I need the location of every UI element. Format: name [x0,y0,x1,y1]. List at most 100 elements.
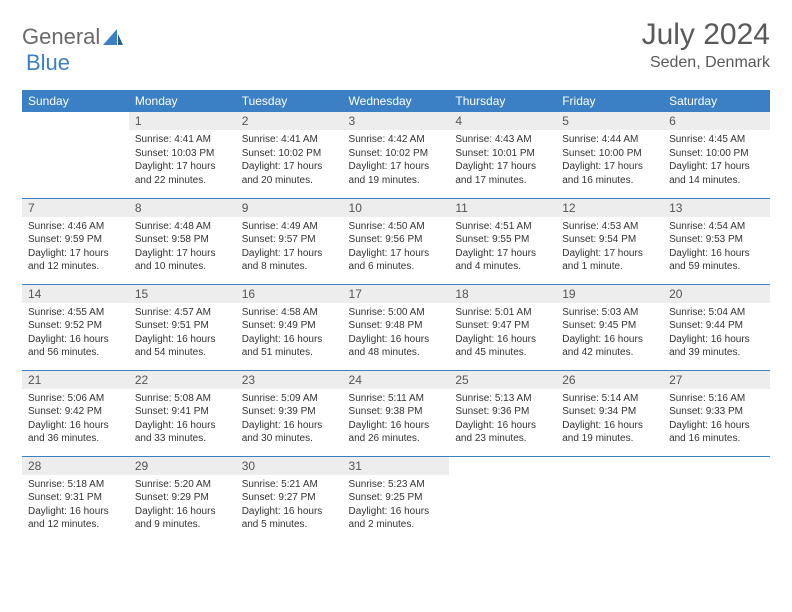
sunrise-text: Sunrise: 4:43 AM [455,133,550,147]
day-number: 4 [449,112,556,130]
daylight-text: Daylight: 17 hours and 10 minutes. [135,247,230,274]
day-cell: 27Sunrise: 5:16 AMSunset: 9:33 PMDayligh… [663,370,770,456]
sunset-text: Sunset: 9:45 PM [562,319,657,333]
week-row: 1Sunrise: 4:41 AMSunset: 10:03 PMDayligh… [22,112,770,198]
sunrise-text: Sunrise: 4:55 AM [28,306,123,320]
day-cell: 7Sunrise: 4:46 AMSunset: 9:59 PMDaylight… [22,198,129,284]
sunset-text: Sunset: 9:27 PM [242,491,337,505]
sunrise-text: Sunrise: 4:41 AM [242,133,337,147]
day-content: Sunrise: 4:55 AMSunset: 9:52 PMDaylight:… [22,303,129,364]
sunrise-text: Sunrise: 5:08 AM [135,392,230,406]
day-cell [556,456,663,542]
day-cell: 16Sunrise: 4:58 AMSunset: 9:49 PMDayligh… [236,284,343,370]
day-content: Sunrise: 5:18 AMSunset: 9:31 PMDaylight:… [22,475,129,536]
daylight-text: Daylight: 17 hours and 16 minutes. [562,160,657,187]
day-number: 11 [449,199,556,217]
sunrise-text: Sunrise: 4:48 AM [135,220,230,234]
daylight-text: Daylight: 16 hours and 2 minutes. [349,505,444,532]
day-content: Sunrise: 4:57 AMSunset: 9:51 PMDaylight:… [129,303,236,364]
daylight-text: Daylight: 16 hours and 48 minutes. [349,333,444,360]
day-content: Sunrise: 5:01 AMSunset: 9:47 PMDaylight:… [449,303,556,364]
day-cell: 5Sunrise: 4:44 AMSunset: 10:00 PMDayligh… [556,112,663,198]
daylight-text: Daylight: 16 hours and 42 minutes. [562,333,657,360]
weekday-header: Monday [129,90,236,112]
sunset-text: Sunset: 9:53 PM [669,233,764,247]
sunrise-text: Sunrise: 5:00 AM [349,306,444,320]
day-number: 10 [343,199,450,217]
day-cell: 10Sunrise: 4:50 AMSunset: 9:56 PMDayligh… [343,198,450,284]
sunrise-text: Sunrise: 4:54 AM [669,220,764,234]
day-content: Sunrise: 4:58 AMSunset: 9:49 PMDaylight:… [236,303,343,364]
day-cell: 13Sunrise: 4:54 AMSunset: 9:53 PMDayligh… [663,198,770,284]
sunset-text: Sunset: 9:44 PM [669,319,764,333]
day-number: 28 [22,457,129,475]
day-cell [22,112,129,198]
weekday-header-row: Sunday Monday Tuesday Wednesday Thursday… [22,90,770,112]
day-content: Sunrise: 5:20 AMSunset: 9:29 PMDaylight:… [129,475,236,536]
sunset-text: Sunset: 9:54 PM [562,233,657,247]
daylight-text: Daylight: 16 hours and 59 minutes. [669,247,764,274]
day-content: Sunrise: 5:14 AMSunset: 9:34 PMDaylight:… [556,389,663,450]
logo: General [22,18,124,50]
day-content: Sunrise: 5:16 AMSunset: 9:33 PMDaylight:… [663,389,770,450]
sunrise-text: Sunrise: 5:23 AM [349,478,444,492]
day-content: Sunrise: 4:51 AMSunset: 9:55 PMDaylight:… [449,217,556,278]
day-cell: 4Sunrise: 4:43 AMSunset: 10:01 PMDayligh… [449,112,556,198]
daylight-text: Daylight: 16 hours and 54 minutes. [135,333,230,360]
day-cell: 23Sunrise: 5:09 AMSunset: 9:39 PMDayligh… [236,370,343,456]
day-content: Sunrise: 4:48 AMSunset: 9:58 PMDaylight:… [129,217,236,278]
day-content: Sunrise: 4:44 AMSunset: 10:00 PMDaylight… [556,130,663,191]
weekday-header: Thursday [449,90,556,112]
day-cell: 8Sunrise: 4:48 AMSunset: 9:58 PMDaylight… [129,198,236,284]
sunset-text: Sunset: 10:02 PM [242,147,337,161]
sunset-text: Sunset: 10:01 PM [455,147,550,161]
sunrise-text: Sunrise: 5:14 AM [562,392,657,406]
daylight-text: Daylight: 16 hours and 23 minutes. [455,419,550,446]
day-content: Sunrise: 5:03 AMSunset: 9:45 PMDaylight:… [556,303,663,364]
daylight-text: Daylight: 17 hours and 20 minutes. [242,160,337,187]
day-number: 8 [129,199,236,217]
daylight-text: Daylight: 16 hours and 45 minutes. [455,333,550,360]
sunrise-text: Sunrise: 4:51 AM [455,220,550,234]
sunrise-text: Sunrise: 5:03 AM [562,306,657,320]
day-number: 17 [343,285,450,303]
daylight-text: Daylight: 17 hours and 17 minutes. [455,160,550,187]
sunset-text: Sunset: 9:41 PM [135,405,230,419]
daylight-text: Daylight: 16 hours and 30 minutes. [242,419,337,446]
day-cell: 19Sunrise: 5:03 AMSunset: 9:45 PMDayligh… [556,284,663,370]
sunset-text: Sunset: 9:42 PM [28,405,123,419]
calendar-table: Sunday Monday Tuesday Wednesday Thursday… [22,90,770,542]
sunrise-text: Sunrise: 5:04 AM [669,306,764,320]
day-number: 22 [129,371,236,389]
day-cell: 6Sunrise: 4:45 AMSunset: 10:00 PMDayligh… [663,112,770,198]
week-row: 7Sunrise: 4:46 AMSunset: 9:59 PMDaylight… [22,198,770,284]
day-number: 23 [236,371,343,389]
daylight-text: Daylight: 16 hours and 26 minutes. [349,419,444,446]
sunrise-text: Sunrise: 4:50 AM [349,220,444,234]
sunset-text: Sunset: 9:47 PM [455,319,550,333]
sunset-text: Sunset: 10:02 PM [349,147,444,161]
day-content: Sunrise: 4:41 AMSunset: 10:02 PMDaylight… [236,130,343,191]
sunrise-text: Sunrise: 5:20 AM [135,478,230,492]
day-content: Sunrise: 4:43 AMSunset: 10:01 PMDaylight… [449,130,556,191]
sunrise-text: Sunrise: 5:01 AM [455,306,550,320]
sunrise-text: Sunrise: 5:06 AM [28,392,123,406]
day-cell: 22Sunrise: 5:08 AMSunset: 9:41 PMDayligh… [129,370,236,456]
day-cell: 29Sunrise: 5:20 AMSunset: 9:29 PMDayligh… [129,456,236,542]
sunrise-text: Sunrise: 4:57 AM [135,306,230,320]
day-content: Sunrise: 4:50 AMSunset: 9:56 PMDaylight:… [343,217,450,278]
month-title: July 2024 [642,18,770,52]
weekday-header: Friday [556,90,663,112]
day-number: 16 [236,285,343,303]
weekday-header: Saturday [663,90,770,112]
day-cell [449,456,556,542]
day-number: 27 [663,371,770,389]
sunset-text: Sunset: 9:55 PM [455,233,550,247]
day-content: Sunrise: 5:06 AMSunset: 9:42 PMDaylight:… [22,389,129,450]
daylight-text: Daylight: 16 hours and 39 minutes. [669,333,764,360]
daylight-text: Daylight: 16 hours and 51 minutes. [242,333,337,360]
sunset-text: Sunset: 9:51 PM [135,319,230,333]
weekday-header: Sunday [22,90,129,112]
sunrise-text: Sunrise: 4:49 AM [242,220,337,234]
day-number: 20 [663,285,770,303]
